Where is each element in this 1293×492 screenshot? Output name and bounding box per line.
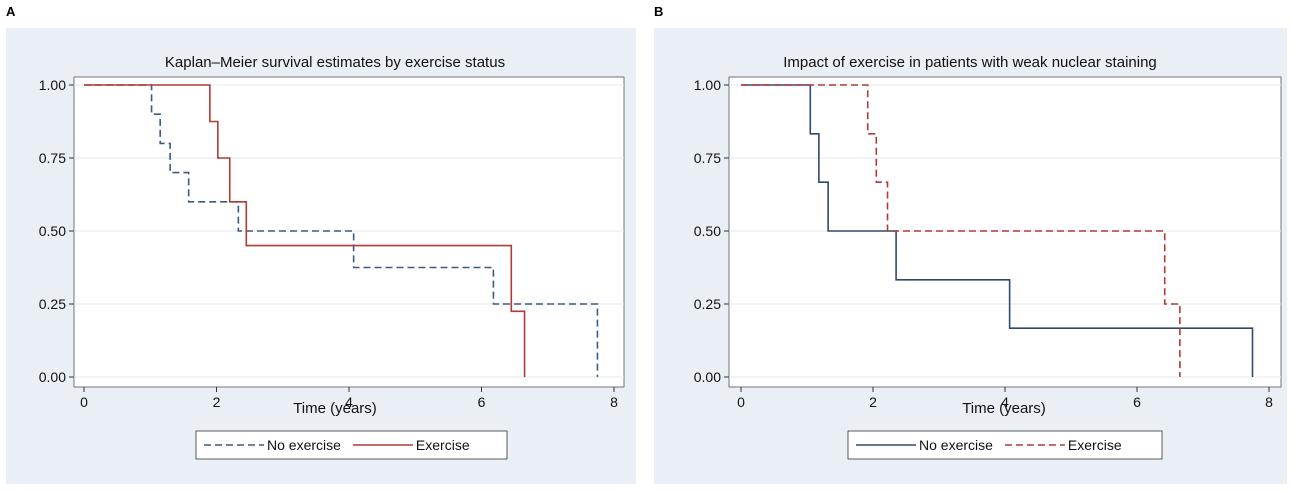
panel-b-x-tick-label: 0 xyxy=(737,394,745,410)
panel-b: B Impact of exercise in patients with we… xyxy=(654,4,1287,484)
panel-a-legend-box xyxy=(195,430,508,460)
panel-a-x-tick-label: 4 xyxy=(345,394,353,410)
panel-a-x-tick-label: 8 xyxy=(610,394,618,410)
panel-a-series-no-exercise-line xyxy=(84,84,599,377)
panel-a-series-exercise-line xyxy=(84,84,526,377)
panel-a-legend-label-no-exercise: No exercise xyxy=(267,437,341,453)
panel-b-x-tick-label: 8 xyxy=(1265,394,1273,410)
panel-a-legend: No exercise Exercise xyxy=(195,430,508,460)
panel-a-y-axis: 0.00 0.25 0.50 0.75 1.00 xyxy=(39,77,74,385)
panel-b-y-tick-label: 0.75 xyxy=(694,150,721,166)
panel-b-legend: No exercise Exercise xyxy=(847,430,1163,460)
panel-b-y-tick-label: 0.50 xyxy=(694,223,721,239)
panel-a-y-tick-label: 0.50 xyxy=(39,223,66,239)
panel-b-plot-area xyxy=(728,76,1282,388)
panel-b-x-axis-label: Time (years) xyxy=(962,400,1046,417)
panel-a: A Kaplan–Meier survival estimates by exe… xyxy=(6,4,636,484)
panel-a-title: Kaplan–Meier survival estimates by exerc… xyxy=(165,54,505,71)
panel-a-y-tick-label: 1.00 xyxy=(39,77,66,93)
panel-b-y-axis: 0.00 0.25 0.50 0.75 1.00 xyxy=(694,77,729,385)
panel-b-y-tick-label: 0.25 xyxy=(694,296,721,312)
panel-a-plot-area xyxy=(73,76,625,388)
panel-a-y-tick-label: 0.00 xyxy=(39,369,66,385)
panel-a-x-axis-label: Time (years) xyxy=(293,400,377,417)
panel-b-y-tick-label: 1.00 xyxy=(694,77,721,93)
panel-b-x-axis: 0 2 4 6 8 xyxy=(737,387,1273,410)
panel-b-x-tick-label: 4 xyxy=(1001,394,1009,410)
panel-b-legend-label-no-exercise: No exercise xyxy=(919,437,993,453)
panel-a-x-axis: 0 2 4 6 8 xyxy=(80,387,618,410)
panel-a-label: A xyxy=(6,4,16,19)
panel-b-series-exercise-line xyxy=(741,84,1181,377)
panel-b-series-no-exercise-line xyxy=(741,84,1254,377)
panel-a-legend-label-exercise: Exercise xyxy=(416,437,470,453)
panel-b-x-tick-label: 6 xyxy=(1133,394,1141,410)
panel-b-label: B xyxy=(654,4,663,19)
panel-b-title: Impact of exercise in patients with weak… xyxy=(783,54,1157,71)
panel-b-y-tick-label: 0.00 xyxy=(694,369,721,385)
panel-a-x-tick-label: 6 xyxy=(478,394,486,410)
panel-b-legend-label-exercise: Exercise xyxy=(1068,437,1122,453)
panel-a-y-tick-label: 0.25 xyxy=(39,296,66,312)
panel-a-y-tick-label: 0.75 xyxy=(39,150,66,166)
panel-a-x-tick-label: 2 xyxy=(213,394,221,410)
panel-a-series xyxy=(84,84,599,377)
panel-b-series xyxy=(741,84,1254,377)
panel-b-x-tick-label: 2 xyxy=(869,394,877,410)
panel-a-x-tick-label: 0 xyxy=(80,394,88,410)
